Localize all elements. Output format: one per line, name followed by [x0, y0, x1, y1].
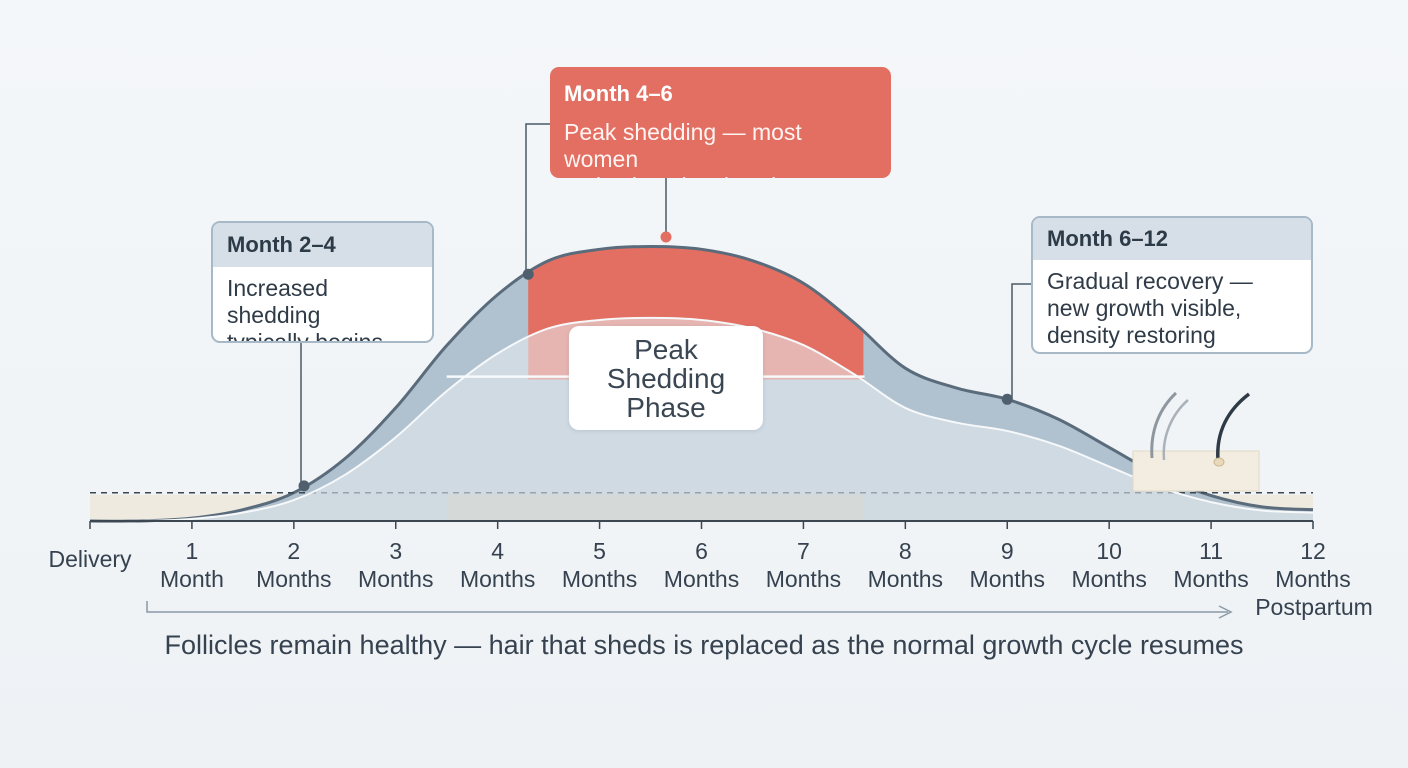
peak-shedding-phase-label: Peak Shedding Phase [569, 326, 763, 430]
x-tick-label: Delivery [48, 546, 132, 572]
x-tick-label: 9 Months [970, 538, 1045, 592]
callout-month-6-12-title: Month 6–12 [1033, 218, 1311, 260]
x-tick-label: 2 Months [256, 538, 331, 592]
callout-month-2-4-text: Increased shedding typically begins [227, 275, 383, 343]
callout-month-6-12-text: Gradual recovery — new growth visible, d… [1047, 268, 1253, 348]
x-tick-label: 12 Months Postpartum [1255, 538, 1373, 620]
timeline-arrowhead [1218, 605, 1233, 619]
x-tick-label: 5 Months [562, 538, 637, 592]
x-tick-label: 6 Months [664, 538, 739, 592]
x-tick-label: 1 Month [160, 538, 224, 592]
hair-strand-3 [1216, 392, 1251, 461]
callout-month-4-6-title: Month 4–6 [564, 81, 673, 106]
scalp-patch [1132, 450, 1260, 492]
x-tick-label: 8 Months [868, 538, 943, 592]
hair-follicle [1213, 457, 1225, 467]
x-tick-label: 4 Months [460, 538, 535, 592]
callout-month-6-12: Month 6–12 Gradual recovery — new growth… [1031, 216, 1313, 354]
x-tick-label: 11 Months [1173, 538, 1248, 592]
leader-month-4-6 [525, 123, 550, 275]
callout-month-2-4-title: Month 2–4 [213, 223, 432, 267]
timeline-arrow [146, 601, 1228, 613]
point-month-6-12 [1001, 393, 1013, 405]
x-tick-label: 7 Months [766, 538, 841, 592]
x-tick-label: 10 Months [1071, 538, 1146, 592]
leader-month-6-12 [1011, 283, 1031, 400]
callout-month-4-6-text: Peak shedding — most women notice heavie… [564, 119, 817, 178]
x-tick-label: 3 Months [358, 538, 433, 592]
inner-curve [89, 316, 1314, 523]
hair-strand-2 [1162, 399, 1189, 461]
point-month-2-4 [298, 480, 310, 492]
hair-strand-1 [1150, 391, 1178, 459]
point-month-4-6 [522, 268, 534, 280]
footnote-text: Follicles remain healthy — hair that she… [165, 630, 1244, 660]
point-peak [660, 231, 672, 243]
callout-month-2-4: Month 2–4 Increased shedding typically b… [211, 221, 434, 343]
peak-base-shade [446, 494, 864, 521]
callout-month-4-6: Month 4–6 Peak shedding — most women not… [550, 67, 891, 178]
